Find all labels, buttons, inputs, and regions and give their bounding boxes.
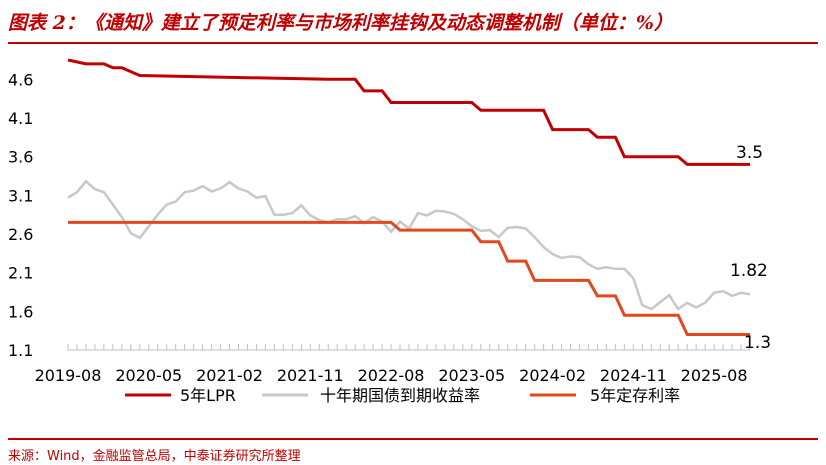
y-tick-label: 2.1 (8, 264, 33, 283)
y-tick-label: 4.1 (8, 109, 33, 128)
y-tick-label: 1.1 (8, 341, 33, 360)
series-line-1 (67, 58, 750, 166)
source-note: 来源：Wind，金融监管总局，中泰证券研究所整理 (8, 449, 301, 464)
y-tick-label: 3.6 (8, 148, 33, 167)
end-value-label: 1.82 (730, 261, 768, 281)
x-tick-label: 2021-02 (196, 366, 263, 385)
chart-title: 图表 2：《通知》建立了预定利率与市场利率挂钩及动态调整机制（单位：%） (8, 12, 673, 34)
y-tick-label: 4.6 (8, 70, 33, 89)
end-value-label: 1.3 (744, 333, 771, 353)
x-tick-label: 2024-11 (600, 366, 667, 385)
end-value-label: 3.5 (736, 143, 763, 163)
series-line-2 (67, 179, 751, 311)
y-tick-label: 2.6 (8, 225, 33, 244)
x-tick-label: 2023-05 (438, 366, 505, 385)
legend-label: 5年定存利率 (590, 386, 680, 405)
x-tick-label: 2022-08 (358, 366, 425, 385)
x-tick-label: 2024-02 (519, 366, 586, 385)
legend-label: 5年LPR (180, 386, 236, 405)
y-tick-label: 3.1 (8, 186, 33, 205)
x-tick-label: 2019-08 (35, 366, 102, 385)
x-tick-label: 2020-05 (115, 366, 182, 385)
x-tick-label: 2025-08 (681, 366, 748, 385)
legend-label: 十年期国债到期收益率 (320, 386, 480, 405)
x-tick-label: 2021-11 (277, 366, 344, 385)
y-tick-label: 1.6 (8, 302, 33, 321)
series-line-3 (68, 220, 750, 336)
footer-rule (8, 438, 818, 440)
title-rule (8, 42, 818, 44)
